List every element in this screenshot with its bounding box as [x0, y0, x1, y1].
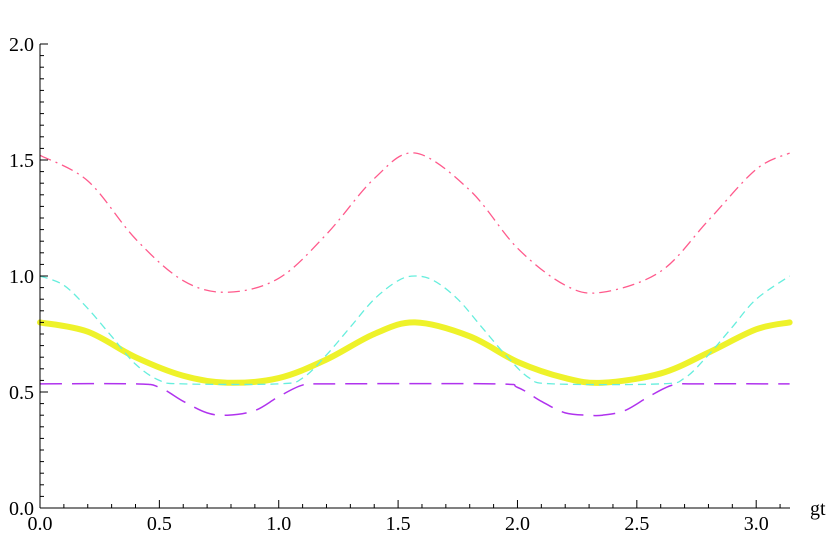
x-axis-label: gt	[810, 498, 826, 520]
y-tick-label: 1.0	[9, 266, 34, 288]
x-tick-label: 1.5	[386, 513, 411, 535]
y-tick-label: 1.5	[9, 150, 34, 172]
x-tick-label: 0.5	[147, 513, 172, 535]
x-ticks: 0.0 0.5 1.0 1.5 2.0 2.5 3.0	[28, 500, 781, 535]
y-tick-label: 0.0	[9, 498, 34, 520]
x-tick-label: 3.0	[744, 513, 769, 535]
series-line-1	[39, 275, 790, 386]
series-line-2	[37, 319, 793, 386]
x-tick-label: 2.5	[624, 513, 649, 535]
x-tick-label: 0.0	[28, 513, 53, 535]
y-tick-label: 2.0	[9, 34, 34, 56]
series-line-0	[39, 152, 790, 294]
x-tick-label: 1.0	[266, 513, 291, 535]
x-tick-label: 2.0	[505, 513, 530, 535]
y-tick-label: 0.5	[9, 382, 34, 404]
y-ticks: 0.0 0.5 1.0 1.5 2.0	[9, 34, 48, 520]
series-group	[37, 152, 793, 417]
series-line-3	[39, 382, 790, 417]
